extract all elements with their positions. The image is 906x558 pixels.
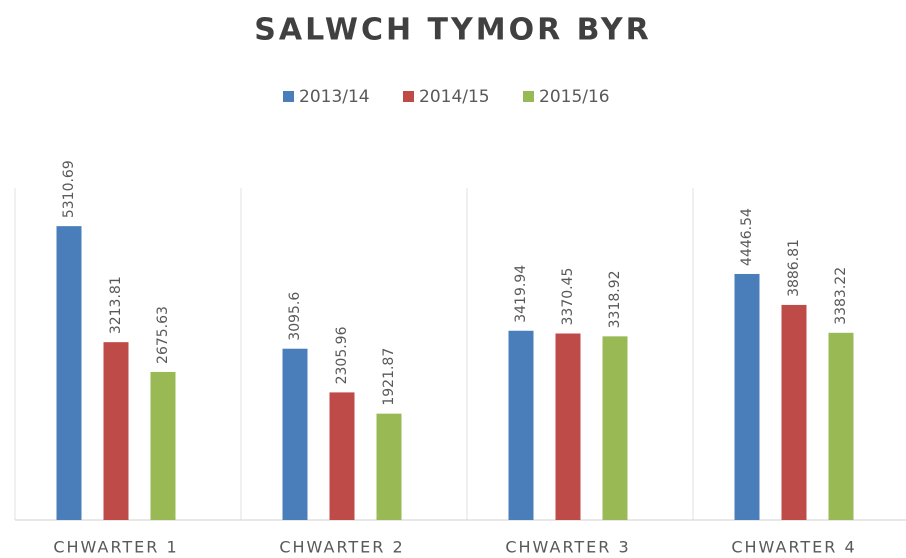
bar	[602, 336, 628, 520]
data-label: 3886.81	[786, 239, 802, 297]
x-tick-label: CHWARTER 3	[505, 538, 630, 557]
data-label: 3318.92	[607, 270, 623, 328]
legend-label: 2013/14	[299, 87, 370, 107]
legend-swatch	[523, 91, 534, 102]
bar	[781, 304, 807, 520]
bar	[828, 332, 854, 520]
legend-label: 2014/15	[419, 87, 490, 107]
data-label: 3095.6	[287, 292, 303, 341]
bar	[734, 273, 760, 520]
data-label: 3213.81	[108, 276, 124, 334]
legend-swatch	[283, 91, 294, 102]
data-label: 5310.69	[61, 160, 77, 218]
x-tick-label: CHWARTER 4	[731, 538, 856, 557]
bar	[555, 333, 581, 520]
legend-label: 2015/16	[539, 87, 610, 107]
data-label: 2675.63	[155, 306, 171, 364]
bar	[103, 342, 129, 520]
bar	[508, 330, 534, 520]
data-label: 3419.94	[513, 265, 529, 323]
x-tick-label: CHWARTER 2	[279, 538, 404, 557]
bar	[56, 226, 82, 520]
data-label: 2305.96	[334, 326, 350, 384]
x-tick-label: CHWARTER 1	[53, 538, 178, 557]
data-label: 1921.87	[381, 348, 397, 406]
bar	[376, 413, 402, 520]
chart-title: SALWCH TYMOR BYR	[254, 13, 651, 48]
bar	[150, 371, 176, 520]
data-label: 4446.54	[739, 208, 755, 266]
bar	[329, 392, 355, 520]
data-label: 3370.45	[560, 268, 576, 326]
legend-swatch	[403, 91, 414, 102]
bar	[282, 348, 308, 520]
data-label: 3383.22	[833, 267, 849, 325]
